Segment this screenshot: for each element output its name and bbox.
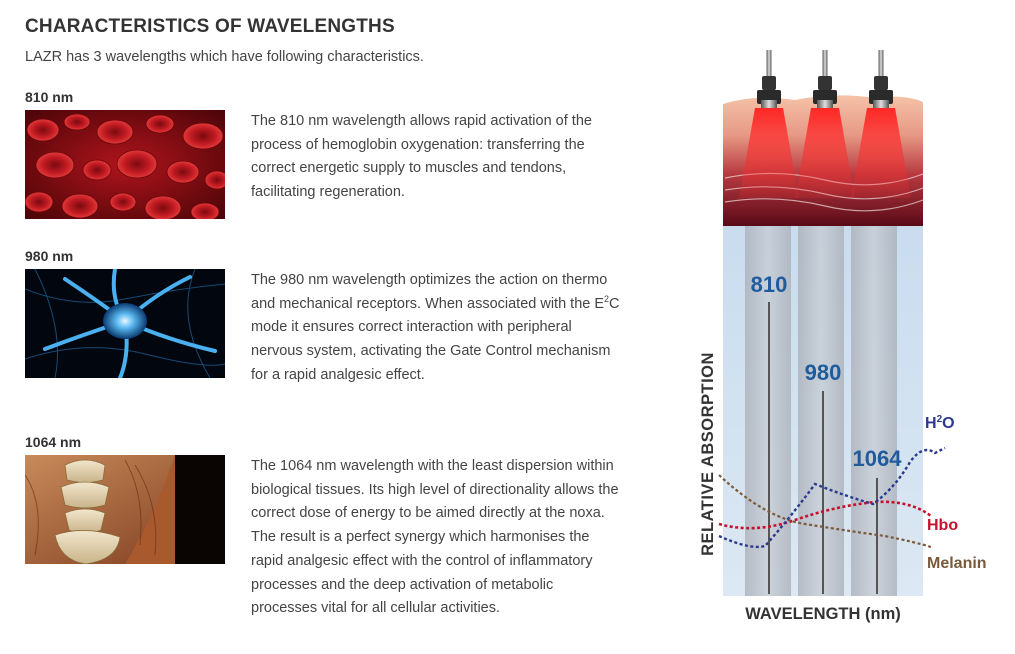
h2o-curve: [718, 446, 946, 549]
wavelength-810-label: 810 nm: [25, 89, 74, 105]
page-intro: LAZR has 3 wavelengths which have follow…: [25, 49, 424, 65]
bar-980-label: 980: [805, 360, 842, 385]
melanin-label: Melanin: [927, 555, 987, 572]
x-axis-label: WAVELENGTH (nm): [745, 605, 901, 623]
wavelength-980-label: 980 nm: [25, 248, 74, 264]
absorption-diagram: 810 980 1064 H2O Hbo Melanin RELATIVE AB…: [695, 48, 1005, 648]
bar-810-label: 810: [751, 272, 788, 297]
wavelength-980-description: The 980 nm wavelength optimizes the acti…: [251, 269, 621, 388]
melanin-curve: [718, 474, 932, 549]
hbo-curve: [718, 500, 932, 530]
h2o-label: H2O: [925, 414, 955, 432]
wavelength-810-description: The 810 nm wavelength allows rapid activ…: [251, 113, 592, 201]
wavelength-1064-description: The 1064 nm wavelength with the least di…: [251, 455, 621, 621]
nerve-cell-image: [25, 269, 225, 378]
desc-980-sup: 2: [604, 293, 610, 304]
desc-1064-paragraph-1: The 1064 nm wavelength with the least di…: [251, 458, 619, 522]
wavelength-1064-label: 1064 nm: [25, 434, 82, 450]
desc-980-text-b: C mode it ensures correct interaction wi…: [251, 295, 620, 383]
laser-probes-illustration: [757, 50, 893, 108]
hbo-label: Hbo: [927, 517, 958, 534]
lumbar-spine-muscles-image: [25, 455, 225, 564]
y-axis-label: RELATIVE ABSORPTION: [699, 352, 717, 556]
desc-1064-paragraph-2: The result is a perfect synergy which ha…: [251, 529, 593, 617]
desc-980-text-a: The 980 nm wavelength optimizes the acti…: [251, 272, 608, 312]
bar-1064-label: 1064: [853, 446, 903, 471]
red-blood-cells-image: [25, 110, 225, 219]
skin-layer-illustration: [723, 95, 924, 226]
page-title: CHARACTERISTICS OF WAVELENGTHS: [25, 16, 395, 37]
